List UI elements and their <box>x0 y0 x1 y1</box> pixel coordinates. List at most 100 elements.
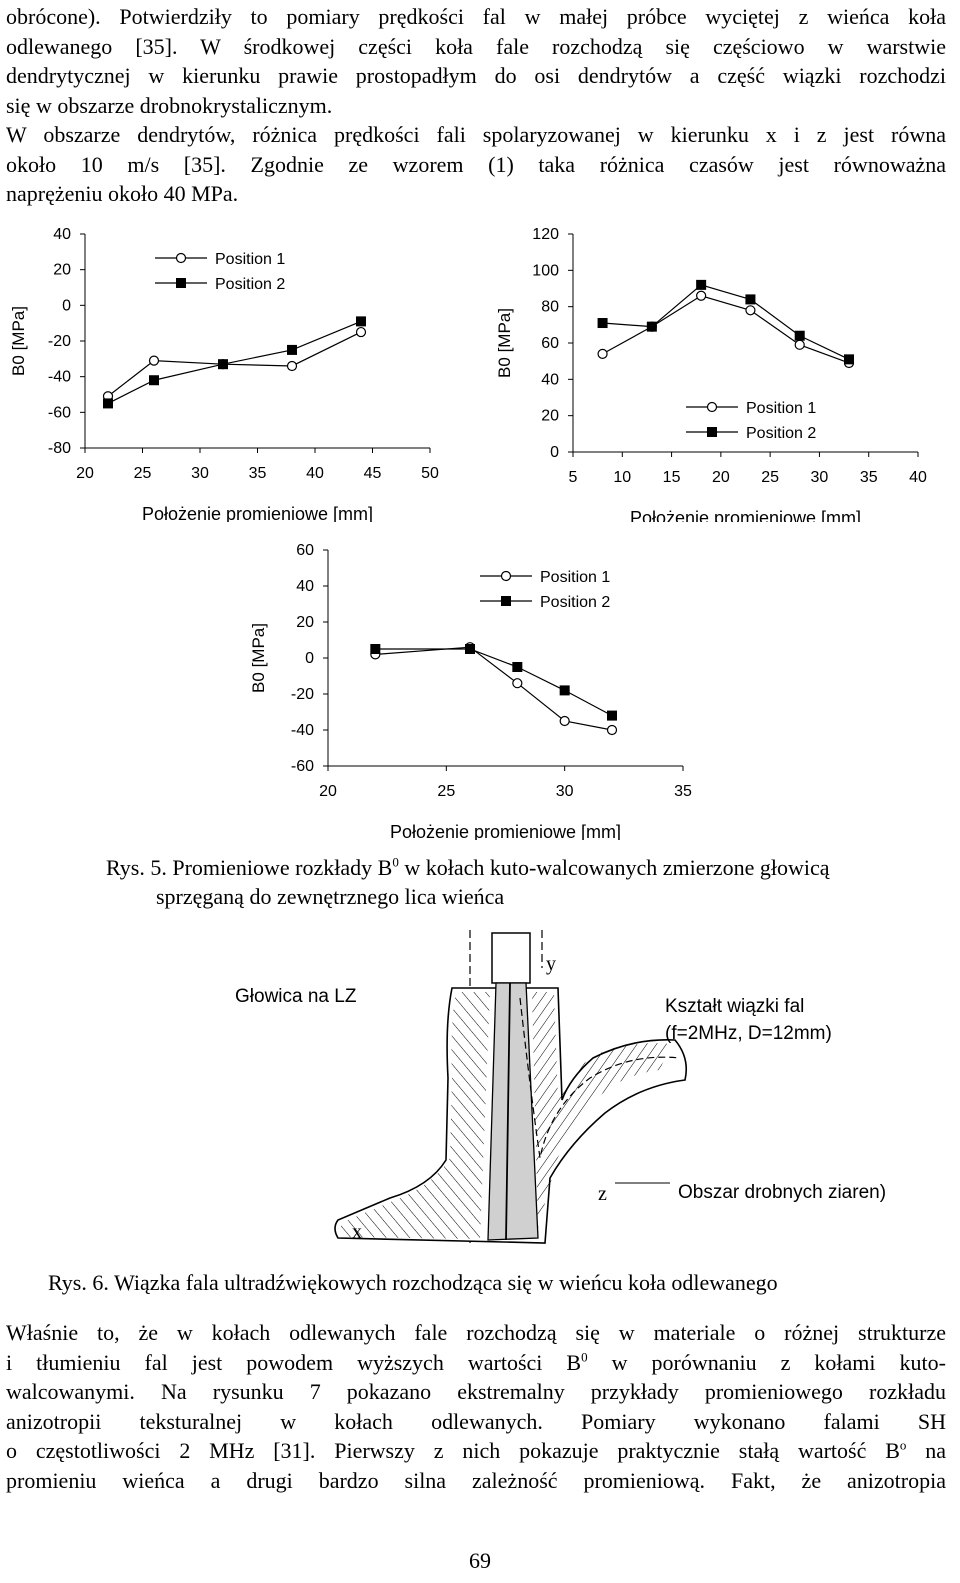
x-axis-label: Położenie promieniowe [mm] <box>390 822 621 840</box>
x-tick-label: 20 <box>319 783 337 800</box>
series-line-2 <box>107 320 362 404</box>
data-point-position-2 <box>465 644 475 654</box>
y-tick-label: 0 <box>550 444 559 461</box>
y-tick-label: -60 <box>291 758 314 775</box>
text-line: odlewanego [35]. W środkowej części koła… <box>6 33 946 59</box>
x-tick-label: 30 <box>191 465 209 482</box>
x-tick-label: 30 <box>811 469 829 486</box>
data-point-position-2 <box>103 398 113 409</box>
x-axis-label: Położenie promieniowe [mm] <box>630 508 861 522</box>
y-tick-label: 80 <box>541 299 559 316</box>
text-line: anizotropii teksturalnej w kołach odlewa… <box>6 1408 946 1434</box>
data-point-position-2 <box>356 316 366 327</box>
y-axis-label: B0 [MPa] <box>249 623 268 693</box>
label-x-axis: x <box>352 1221 362 1243</box>
label-probe-head: Głowica na LZ <box>235 986 357 1007</box>
data-point-position-2 <box>287 344 297 355</box>
data-point-position-1 <box>597 348 608 359</box>
label-beam-shape-1: Kształt wiązki fal <box>665 996 804 1017</box>
x-axis-label: Położenie promieniowe [mm] <box>142 504 373 522</box>
bottom-paragraph: Właśnie to, że w kołach odlewanych fale … <box>6 1318 946 1495</box>
x-tick-label: 35 <box>674 783 692 800</box>
x-tick-label: 25 <box>761 469 779 486</box>
y-tick-label: -60 <box>48 404 71 421</box>
data-point-position-1 <box>606 724 618 736</box>
y-tick-label: -80 <box>48 440 71 457</box>
x-tick-label: 30 <box>556 783 574 800</box>
text-line: obrócone). Potwierdziły to pomiary prędk… <box>6 4 946 29</box>
y-tick-label: 20 <box>53 262 71 279</box>
page-number: 69 <box>469 1548 491 1573</box>
x-tick-label: 15 <box>663 469 681 486</box>
data-point-position-2 <box>646 321 657 332</box>
y-tick-label: 60 <box>541 335 559 352</box>
data-point-position-2 <box>559 685 570 696</box>
y-tick-label: 0 <box>305 650 314 667</box>
data-point-position-1 <box>286 360 298 372</box>
label-y-axis: y <box>546 953 556 975</box>
x-tick-label: 35 <box>249 465 267 482</box>
y-tick-label: -40 <box>48 369 71 386</box>
data-point-position-2 <box>512 662 523 672</box>
data-point-position-1 <box>355 326 367 338</box>
y-axis-label: B0 [MPa] <box>495 308 514 378</box>
legend-label: Position 1 <box>746 400 816 417</box>
legend-marker-circle <box>500 570 512 582</box>
series-line-1 <box>107 331 362 397</box>
y-tick-label: 20 <box>296 614 314 631</box>
x-tick-label: 5 <box>569 469 578 486</box>
figure-6-caption: Rys. 6. Wiązka fala ultradźwiękowych roz… <box>48 1270 778 1295</box>
y-tick-label: 40 <box>296 578 314 595</box>
data-point-position-1 <box>559 715 570 727</box>
x-tick-label: 50 <box>421 465 439 482</box>
data-point-position-1 <box>512 678 523 689</box>
legend-marker-square <box>176 278 186 288</box>
x-tick-label: 20 <box>712 469 730 486</box>
figure-5-caption-line-2: sprzęganą do zewnętrznego lica wieńca <box>156 884 505 909</box>
text-line: i tłumieniu fal jest powodem wyższych wa… <box>6 1349 946 1375</box>
y-tick-label: 100 <box>532 262 559 279</box>
legend-label: Position 1 <box>215 251 285 268</box>
figure-5-caption-line-1: Rys. 5. Promieniowe rozkłady B0 w kołach… <box>106 854 830 880</box>
data-point-position-1 <box>696 290 707 301</box>
data-point-position-1 <box>148 355 160 366</box>
x-tick-label: 25 <box>134 465 152 482</box>
x-tick-label: 25 <box>437 783 455 800</box>
x-tick-label: 45 <box>364 465 382 482</box>
y-tick-label: 60 <box>296 542 314 559</box>
top-paragraph: obrócone). Potwierdziły to pomiary prędk… <box>6 2 946 209</box>
y-tick-label: 0 <box>62 297 71 314</box>
x-tick-label: 20 <box>76 465 94 482</box>
label-z-axis: z <box>598 1183 607 1205</box>
y-tick-label: 120 <box>532 226 559 243</box>
series-line-2 <box>375 648 613 717</box>
data-point-position-2 <box>794 330 805 341</box>
data-point-position-1 <box>794 339 805 350</box>
text-line: naprężeniu około 40 MPa. <box>6 181 239 206</box>
data-point-position-2 <box>149 375 159 386</box>
probe-head-shape <box>491 932 531 984</box>
legend-marker-circle <box>175 252 187 264</box>
data-point-position-2 <box>696 279 707 290</box>
legend-label: Position 2 <box>215 276 285 293</box>
data-point-position-2 <box>218 359 228 370</box>
chart-3-line-plot: 60 40 20 0 -20 -40 -60 20 25 30 35 Położenie promie… <box>249 542 692 840</box>
x-tick-label: 35 <box>860 469 878 486</box>
x-tick-label: 10 <box>613 469 631 486</box>
series-line-2 <box>602 284 850 360</box>
text-line: o częstotliwości 2 MHz [31]. Pierwszy z … <box>6 1437 947 1463</box>
series-line-1 <box>602 295 850 364</box>
text-line: dendrytycznej w kierunku prawie prostopa… <box>6 63 946 88</box>
y-tick-label: -20 <box>48 333 71 350</box>
label-beam-shape-2: (f=2MHz, D=12mm) <box>665 1023 832 1044</box>
data-point-position-2 <box>745 294 756 305</box>
legend-label: Position 2 <box>746 425 816 442</box>
y-tick-label: 40 <box>541 371 559 388</box>
data-point-position-2 <box>844 354 854 365</box>
data-point-position-2 <box>370 644 381 654</box>
figure-5-caption: Rys. 5. Promieniowe rozkłady B0 w kołach… <box>106 853 926 911</box>
data-point-position-2 <box>597 318 608 329</box>
legend-marker-square <box>707 427 717 437</box>
figure-6-beam-diagram: Głowica na LZ y Kształt wiązki fal (f=2M… <box>235 930 886 1244</box>
legend-marker-square <box>501 596 511 606</box>
